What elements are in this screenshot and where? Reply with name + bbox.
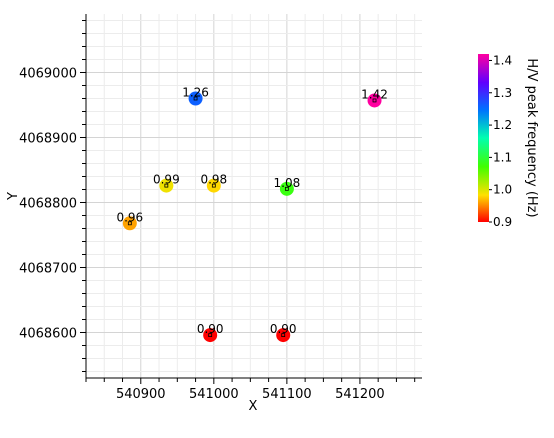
point-value-label: 0.90 — [197, 322, 224, 336]
grid-lines — [85, 14, 422, 378]
colorbar-tick-label: 1.1 — [493, 150, 512, 164]
data-point — [188, 91, 203, 106]
point-marker — [208, 333, 213, 338]
point-value-label: 1.26 — [182, 86, 209, 100]
data-point — [206, 178, 221, 193]
data-point — [203, 328, 218, 343]
x-tick-label: 540900 — [116, 387, 166, 402]
point-marker — [193, 96, 198, 101]
point-value-label: 1.08 — [274, 176, 301, 190]
point-marker — [284, 186, 289, 191]
y-tick-label: 4068900 — [19, 132, 77, 147]
y-axis-title: Y — [6, 192, 21, 201]
point-marker — [281, 333, 286, 338]
axes: 540900 541000 541100 541200 4068600 4068700 40… — [19, 14, 422, 402]
point-value-label: 0.99 — [153, 173, 180, 187]
y-tick-label: 4068600 — [19, 327, 77, 342]
x-tick-label: 541100 — [262, 387, 312, 402]
point-marker — [127, 221, 132, 226]
colorbar-tick-label: 1.4 — [493, 53, 512, 67]
point-marker — [164, 183, 169, 188]
y-tick-label: 4069000 — [19, 67, 77, 82]
colorbar-title: H/V peak frequency (Hz) — [524, 58, 539, 217]
colorbar-tick-label: 1.2 — [493, 118, 512, 132]
point-value-label: 1.42 — [361, 87, 388, 101]
x-tick-label: 541200 — [335, 387, 385, 402]
point-marker — [372, 98, 377, 103]
point-value-label: 0.90 — [270, 322, 297, 336]
data-points: 1.26 1.42 0.99 0.98 1.08 0.96 0.90 0.90 — [116, 86, 388, 343]
data-point — [279, 181, 294, 196]
x-tick-label: 541000 — [189, 387, 239, 402]
data-point — [367, 93, 382, 108]
data-point — [159, 178, 174, 193]
colorbar-tick-label: 1.3 — [493, 86, 512, 100]
colorbar-gradient — [478, 54, 489, 222]
y-tick-label: 4068700 — [19, 262, 77, 277]
colorbar-tick-label: 0.9 — [493, 215, 512, 229]
colorbar: 0.9 1.0 1.1 1.2 1.3 1.4 H/V peak frequency (Hz… — [478, 53, 539, 229]
data-point — [122, 216, 137, 231]
x-axis-title: X — [249, 399, 258, 414]
point-value-label: 0.96 — [116, 210, 143, 224]
point-marker — [211, 183, 216, 188]
point-value-label: 0.98 — [200, 173, 227, 187]
y-tick-label: 4068800 — [19, 197, 77, 212]
colorbar-tick-label: 1.0 — [493, 183, 512, 197]
data-point — [276, 328, 291, 343]
